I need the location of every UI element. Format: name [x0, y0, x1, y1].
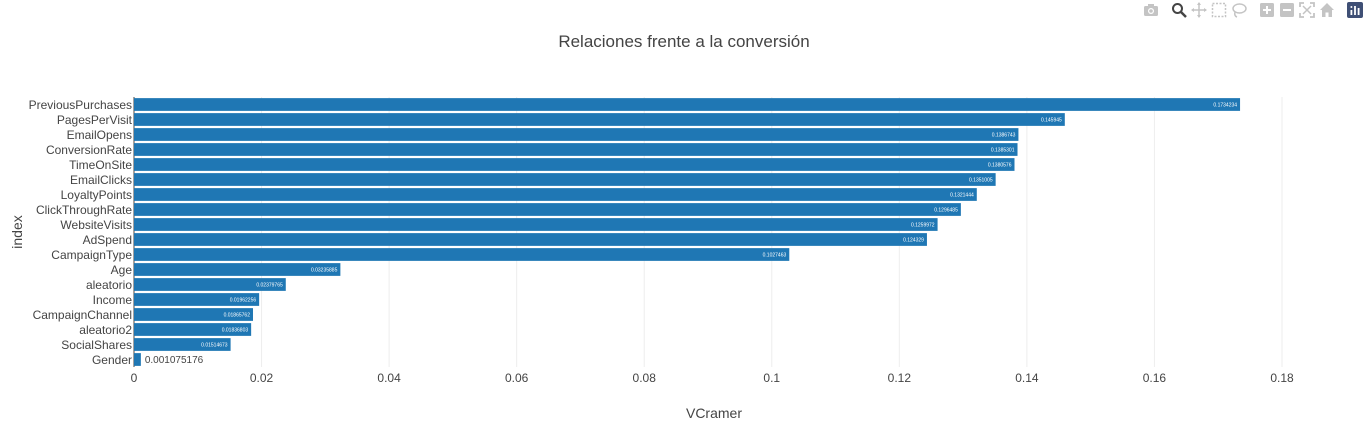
x-tick-label: 0.16 [1143, 371, 1167, 385]
x-tick-label: 0.12 [888, 371, 912, 385]
bar-value-label: 0.1296485 [934, 208, 958, 214]
bar[interactable] [134, 323, 252, 336]
bar-value-label: 0.1259972 [911, 223, 935, 229]
y-tick-label: aleatorio2 [79, 323, 132, 337]
bar[interactable] [134, 308, 253, 321]
x-tick-label: 0.02 [250, 371, 274, 385]
bar[interactable] [134, 203, 961, 216]
bar-value-label: 0.02379765 [256, 283, 283, 289]
y-tick-label: Age [111, 263, 133, 277]
x-tick-label: 0.18 [1270, 371, 1294, 385]
bar-value-label: 0.124329 [903, 238, 924, 244]
pan-icon[interactable] [1189, 0, 1209, 20]
y-tick-label: LoyaltyPoints [61, 188, 132, 202]
y-tick-label: aleatorio [86, 278, 132, 292]
bar-value-label: 0.1380576 [988, 163, 1012, 169]
bar-value-label: 0.1321444 [950, 193, 974, 199]
y-tick-label: AdSpend [83, 233, 132, 247]
x-tick-label: 0.04 [377, 371, 401, 385]
y-tick-label: PagesPerVisit [57, 113, 133, 127]
x-axis-ticks: 0 0.02 0.04 0.06 0.08 0.1 0.12 0.14 0.16 0.18 [131, 371, 1294, 385]
bar[interactable] [134, 263, 341, 276]
plotly-logo-icon[interactable] [1345, 0, 1365, 20]
bar-value-label: 0.1351005 [969, 178, 993, 184]
bar[interactable] [134, 98, 1241, 111]
y-tick-label: ClickThroughRate [36, 203, 132, 217]
home-icon[interactable] [1317, 0, 1337, 20]
bars: 0.1734234 0.145945 0.1386743 0.1385301 0.138… [134, 98, 1241, 366]
bar[interactable] [134, 353, 141, 366]
bar[interactable] [134, 338, 231, 351]
x-tick-label: 0.08 [633, 371, 657, 385]
bar[interactable] [134, 188, 977, 201]
zoom-in-icon[interactable] [1257, 0, 1277, 20]
zoom-icon[interactable] [1169, 0, 1189, 20]
bar-value-label: 0.1027463 [763, 253, 787, 259]
x-axis-title: VCramer [686, 405, 742, 421]
bar-value-label: 0.03235885 [311, 268, 338, 274]
modebar [1141, 0, 1365, 20]
y-axis-title: index [9, 215, 25, 248]
bar[interactable] [134, 113, 1065, 126]
bar[interactable] [134, 158, 1015, 171]
bar[interactable] [134, 173, 996, 186]
bar[interactable] [134, 218, 938, 231]
y-axis-ticks: PreviousPurchasesPagesPerVisitEmailOpens… [29, 98, 133, 367]
y-tick-label: SocialShares [61, 338, 132, 352]
y-tick-label: Income [93, 293, 133, 307]
bar-value-label: 0.1386743 [992, 133, 1016, 139]
y-tick-label: CampaignType [51, 248, 132, 262]
y-tick-label: TimeOnSite [69, 158, 132, 172]
bar[interactable] [134, 233, 927, 246]
bar[interactable] [134, 143, 1018, 156]
camera-icon[interactable] [1141, 0, 1161, 20]
y-tick-label: CampaignChannel [33, 308, 132, 322]
bar[interactable] [134, 128, 1019, 141]
bar-value-label: 0.145945 [1041, 118, 1062, 124]
y-tick-label: EmailOpens [67, 128, 132, 142]
bar-value-label: 0.1734234 [1213, 103, 1237, 109]
bar-value-label: 0.01962256 [230, 298, 257, 304]
zoom-out-icon[interactable] [1277, 0, 1297, 20]
bar[interactable] [134, 278, 286, 291]
x-tick-label: 0.06 [505, 371, 529, 385]
y-tick-label: ConversionRate [46, 143, 132, 157]
bar-value-label: 0.01514673 [201, 343, 228, 349]
bar-value-label: 0.1385301 [991, 148, 1015, 154]
autoscale-icon[interactable] [1297, 0, 1317, 20]
y-tick-label: EmailClicks [70, 173, 132, 187]
y-tick-label: PreviousPurchases [29, 98, 132, 112]
bar-value-label: 0.001075176 [145, 355, 204, 366]
y-tick-label: WebsiteVisits [60, 218, 132, 232]
chart-title: Relaciones frente a la conversión [558, 32, 809, 51]
bar[interactable] [134, 293, 260, 306]
box-select-icon[interactable] [1209, 0, 1229, 20]
bar-value-label: 0.01865762 [224, 313, 251, 319]
x-tick-label: 0 [131, 371, 138, 385]
y-tick-label: Gender [92, 353, 132, 367]
bar[interactable] [134, 248, 790, 261]
x-tick-label: 0.1 [763, 371, 780, 385]
x-tick-label: 0.14 [1015, 371, 1039, 385]
lasso-icon[interactable] [1229, 0, 1249, 20]
gridlines [133, 97, 1283, 367]
bar-value-label: 0.01836803 [222, 328, 249, 334]
